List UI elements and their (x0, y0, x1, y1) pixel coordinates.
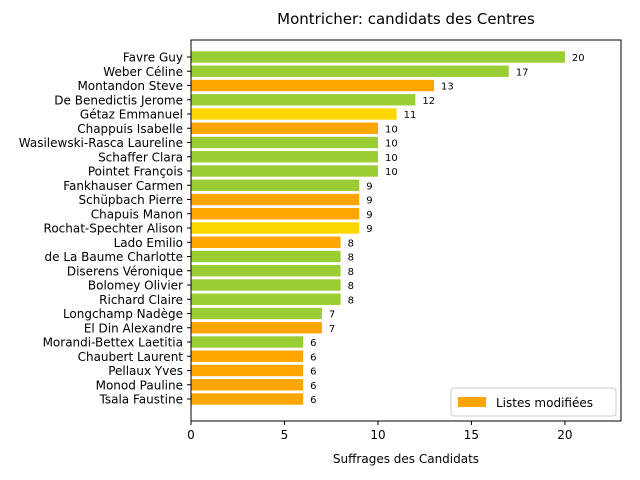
bar (191, 250, 341, 263)
bar (191, 79, 435, 92)
y-tick-label: Bolomey Olivier (88, 279, 183, 293)
y-tick-label: Richard Claire (99, 293, 183, 307)
bar-value-label: 6 (310, 381, 316, 392)
y-tick-label: Longchamp Nadège (63, 307, 183, 321)
bar-value-label: 9 (366, 181, 372, 192)
bar (191, 364, 304, 377)
y-tick-label: Favre Guy (123, 51, 183, 65)
bar-value-label: 6 (310, 352, 316, 363)
bar-value-label: 9 (366, 196, 372, 207)
bar (191, 179, 360, 191)
bar (191, 108, 397, 120)
legend-box (450, 387, 617, 417)
bar (191, 222, 360, 234)
bar-value-label: 6 (310, 395, 316, 406)
bar-value-label: 9 (366, 210, 372, 221)
bar-value-label: 20 (572, 53, 585, 64)
legend: Listes modifiées (450, 387, 617, 417)
y-tick-label: Fankhauser Carmen (63, 179, 183, 193)
legend-label: Listes modifiées (496, 396, 593, 410)
y-tick-label: Schüpbach Pierre (79, 193, 184, 207)
bar (191, 322, 322, 334)
y-tick-label: Lado Emilio (114, 236, 183, 250)
bar (191, 193, 360, 206)
bar (191, 379, 304, 391)
x-tick-label: 20 (557, 428, 572, 442)
bar (191, 165, 378, 177)
x-axis-label: Suffrages des Candidats (333, 452, 479, 466)
y-tick-label: Schaffer Clara (98, 150, 183, 164)
y-tick-label: Wasilewski-Rasca Laureline (19, 136, 183, 150)
bar-value-label: 9 (366, 224, 372, 235)
y-tick-label: Montandon Steve (77, 79, 183, 93)
y-tick-label: Rochat-Spechter Alison (44, 222, 183, 236)
plot-frame (190, 39, 622, 422)
bar-value-label: 6 (310, 367, 316, 378)
y-tick-label: Chapuis Manon (91, 207, 183, 221)
y-tick-label: De Benedictis Jerome (54, 93, 183, 107)
y-tick-label: Weber Céline (103, 65, 183, 79)
chart-title: Montricher: candidats des Centres (277, 10, 535, 28)
bar-value-label: 8 (348, 295, 354, 306)
x-tick-label: 15 (464, 428, 479, 442)
bar-value-label: 12 (422, 96, 435, 107)
bar (191, 393, 304, 405)
legend-swatch (458, 397, 486, 407)
bar (191, 265, 341, 277)
bar-value-label: 8 (348, 281, 354, 292)
y-tick-label: Chaubert Laurent (78, 350, 184, 364)
y-tick-label: Tsala Faustine (99, 393, 184, 407)
x-tick-label: 0 (187, 428, 195, 442)
y-tick-label: Morandi-Bettex Laetitia (43, 336, 183, 350)
bar (191, 51, 565, 63)
bar-value-label: 8 (348, 253, 354, 264)
bar (191, 293, 341, 305)
y-tick-label: Chappuis Isabelle (77, 122, 183, 136)
bar-value-label: 10 (385, 167, 398, 178)
bar (191, 65, 509, 77)
bar-value-label: 10 (385, 124, 398, 135)
bar (191, 94, 416, 106)
x-tick-label: 10 (370, 428, 385, 442)
bar-value-label: 17 (516, 67, 529, 78)
bar-value-label: 6 (310, 338, 316, 349)
y-tick-label: Pellaux Yves (108, 364, 183, 378)
bar (191, 236, 341, 248)
bars-layer: 20 17 13 12 11 10 10 10 10 9 9 9 9 8 8 8 8 8 7 7 6 6 6 6 6 (191, 51, 585, 406)
bar (191, 279, 341, 291)
bar (191, 208, 360, 220)
y-tick-label: El Din Alexandre (84, 321, 183, 335)
bar-value-label: 7 (329, 310, 335, 321)
x-tick-label: 5 (281, 428, 289, 442)
bar-value-label: 13 (441, 82, 454, 93)
bar (191, 350, 304, 362)
y-tick-label: Monod Pauline (96, 378, 183, 392)
y-tick-label: de La Baume Charlotte (45, 250, 184, 264)
y-tick-label: Diserens Véronique (67, 264, 183, 278)
bar-value-label: 8 (348, 238, 354, 249)
y-tick-label: Gétaz Emmanuel (80, 108, 183, 122)
bar-value-label: 10 (385, 139, 398, 150)
bar-value-label: 11 (404, 110, 417, 121)
bar (191, 122, 378, 134)
bar (191, 336, 304, 348)
bar-value-label: 8 (348, 267, 354, 278)
bar-value-label: 10 (385, 153, 398, 164)
bar-value-label: 7 (329, 324, 335, 335)
y-tick-label: Pointet François (88, 165, 183, 179)
bar (191, 307, 322, 320)
bar (191, 136, 378, 149)
bar (191, 151, 378, 163)
